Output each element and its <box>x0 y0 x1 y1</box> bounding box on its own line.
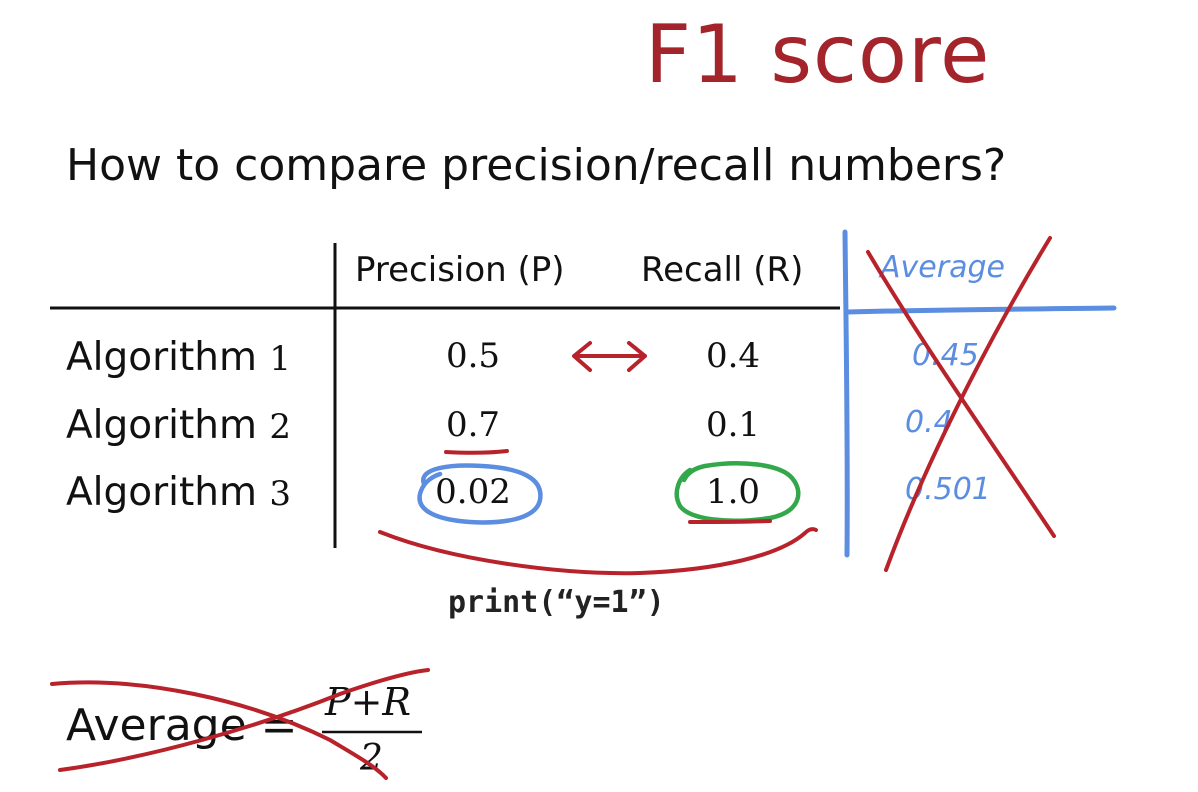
cell-recall-algorithm-2: 0.1 <box>705 405 761 445</box>
cell-precision-algorithm-1: 0.5 <box>445 336 501 376</box>
code-snippet: print(“y=1”) <box>448 585 665 620</box>
row-label-number: 3 <box>269 474 292 514</box>
row-label-text: Algorithm <box>66 470 258 515</box>
double-arrow-icon <box>572 341 647 372</box>
underline-recall-algorithm-3 <box>688 519 772 524</box>
handwritten-average-value-3: 0.501 <box>905 472 991 507</box>
blue-header-rule <box>845 305 1117 315</box>
row-label-text: Algorithm <box>66 335 258 380</box>
row-label-text: Algorithm <box>66 403 258 448</box>
formula-denominator: 2 <box>360 738 383 779</box>
handwritten-average-value-2: 0.4 <box>905 405 953 440</box>
handwritten-average-header: Average <box>880 250 1005 285</box>
brace-curve <box>378 527 818 576</box>
row-label-number: 1 <box>269 339 292 379</box>
row-label-number: 2 <box>269 407 292 447</box>
column-header-precision: Precision (P) <box>355 250 565 290</box>
handwritten-average-value-1: 0.45 <box>912 338 979 373</box>
row-label-algorithm-3: Algorithm 3 <box>66 470 291 515</box>
row-label-algorithm-2: Algorithm 2 <box>66 403 291 448</box>
row-label-algorithm-1: Algorithm 1 <box>66 335 291 380</box>
formula-numerator: P+R <box>325 680 412 724</box>
column-header-recall: Recall (R) <box>641 250 804 290</box>
cell-recall-algorithm-3: 1.0 <box>705 472 761 512</box>
cross-out-average-column-b <box>884 236 1052 572</box>
blue-vertical-rule <box>842 229 850 558</box>
cell-precision-algorithm-2: 0.7 <box>445 405 501 445</box>
cell-recall-algorithm-1: 0.4 <box>705 336 761 376</box>
slide-title: F1 score <box>645 8 991 101</box>
formula-label: Average = <box>66 700 298 751</box>
cell-precision-algorithm-3: 0.02 <box>435 472 511 512</box>
slide-question: How to compare precision/recall numbers? <box>66 140 1007 191</box>
underline-precision-algorithm-2 <box>444 449 509 455</box>
